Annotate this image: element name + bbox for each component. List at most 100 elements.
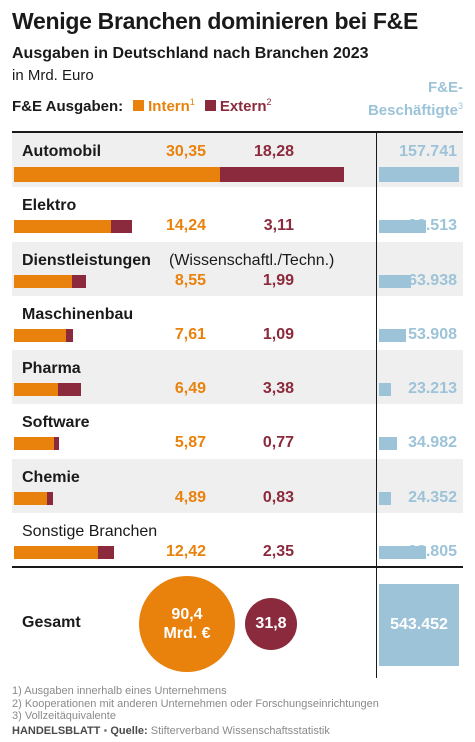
extern-value-label: 3,38 — [262, 380, 294, 397]
total-employees-box: 543.452 — [379, 584, 459, 666]
intern-value-label: 30,35 — [165, 143, 206, 160]
intern-bar — [14, 545, 99, 559]
employees-bar — [379, 491, 392, 505]
chart-row: Elektro 14,24 3,11 92.513 — [12, 187, 463, 241]
total-label: Gesamt — [22, 614, 81, 631]
intern-value-label: 8,55 — [174, 271, 206, 289]
extern-value-label: 1,99 — [262, 271, 294, 289]
footnote-ref-1: 1 — [189, 97, 195, 107]
chart-row: Pharma 6,49 3,38 23.213 — [12, 350, 463, 405]
chart-title: Wenige Branchen dominieren bei F&E — [12, 8, 419, 34]
extern-value-label: 2,35 — [262, 542, 294, 560]
source-brand: HANDELSBLATT — [12, 725, 101, 737]
intern-bar — [14, 328, 66, 342]
employees-value-label: 24.352 — [408, 488, 457, 506]
employees-value-label: 53.908 — [408, 325, 457, 343]
extern-bar — [65, 328, 74, 342]
legend-intern-text: Intern — [148, 98, 190, 115]
employees-value-label: 157.741 — [399, 143, 457, 160]
footnote-2: 2) Kooperationen mit anderen Unternehmen… — [12, 697, 379, 710]
extern-bar — [53, 437, 60, 451]
total-column-divider — [376, 568, 377, 678]
category-label: Sonstige Branchen — [22, 522, 158, 540]
chart-row: Dienstleistungen (Wissenschaftl./Techn.) 8… — [12, 241, 463, 296]
footnote-1: 1) Ausgaben innerhalb eines Unternehmens — [12, 685, 227, 697]
extern-bar — [219, 167, 344, 182]
source-separator: • — [100, 725, 111, 737]
employees-bar — [379, 328, 407, 342]
category-label: Elektro — [22, 197, 77, 215]
footnote-ref-2: 2 — [266, 97, 272, 107]
total-intern-circle: 90,4 Mrd. € — [139, 576, 235, 672]
intern-value-label: 5,87 — [174, 434, 206, 452]
employees-bar — [379, 383, 391, 396]
intern-value-label: 12,42 — [165, 542, 206, 560]
extern-bar — [72, 274, 86, 288]
legend-label-intern: Intern1 — [148, 97, 195, 115]
chart-row: Automobil 30,35 18,28 157.741 — [12, 133, 463, 188]
source-text: Stifterverband Wissenschaftsstatistik — [147, 725, 330, 737]
legend-label-extern: Extern2 — [220, 97, 272, 115]
intern-bar — [14, 383, 59, 396]
employees-value-label: 34.982 — [408, 434, 457, 452]
footnote-ref-3: 3 — [457, 101, 463, 111]
employees-header-line2: Beschäftigte — [367, 102, 458, 119]
intern-value-label: 6,49 — [174, 380, 206, 397]
intern-bar — [14, 437, 54, 451]
unit-label: in Mrd. Euro — [12, 67, 94, 84]
extern-value-label: 0,83 — [262, 488, 294, 506]
chart-subtitle: Ausgaben in Deutschland nach Branchen 20… — [12, 45, 369, 62]
footnote-3: 3) Vollzeitäquivalente — [12, 710, 116, 722]
chart-row: Software 5,87 0,77 34.982 — [12, 404, 463, 458]
employees-value-label: 23.213 — [408, 380, 457, 397]
total-employees-value: 543.452 — [390, 616, 448, 633]
extern-bar — [98, 545, 115, 559]
footnotes: 1) Ausgaben innerhalb eines Unternehmens… — [12, 685, 379, 723]
total-intern-unit: Mrd. € — [163, 625, 211, 642]
legend-swatch-extern — [204, 100, 216, 111]
category-label: Dienstleistungen — [22, 251, 151, 269]
intern-bar — [14, 274, 73, 288]
extern-value-label: 18,28 — [253, 143, 294, 160]
chart-row: Chemie 4,89 0,83 24.352 — [12, 458, 463, 513]
category-label: Software — [22, 414, 90, 432]
extern-bar — [110, 220, 132, 234]
legend-title: F&E Ausgaben: — [12, 98, 124, 115]
employees-value-label: 63.938 — [408, 271, 457, 289]
employees-bar — [379, 437, 397, 451]
intern-value-label: 7,61 — [174, 325, 206, 343]
intern-value-label: 4,89 — [174, 488, 206, 506]
intern-bar — [14, 167, 220, 182]
extern-bar — [47, 491, 53, 505]
extern-bar — [58, 383, 81, 396]
employees-bar — [379, 274, 412, 288]
category-label: Maschinenbau — [22, 305, 134, 323]
employees-bar — [379, 220, 426, 234]
source-line: HANDELSBLATT • Quelle: Stifterverband Wi… — [12, 725, 330, 737]
total-extern-value: 31,8 — [255, 615, 287, 632]
legend-swatch-intern — [133, 100, 145, 111]
category-label: Chemie — [22, 468, 80, 486]
employees-bar — [379, 545, 427, 559]
category-suffix: (Wissenschaftl./Techn.) — [169, 251, 335, 269]
total-extern-circle: 31,8 — [245, 598, 297, 650]
legend-extern-text: Extern — [219, 98, 267, 115]
total-intern-value: 90,4 — [171, 606, 203, 623]
employees-header: F&E- Beschäftigte3 — [348, 78, 463, 120]
category-label: Automobil — [22, 143, 102, 160]
column-divider — [376, 133, 377, 566]
chart-row: Sonstige Branchen 12,42 2,35 92.805 — [12, 513, 463, 567]
source-label: Quelle: — [110, 725, 148, 737]
employees-header-line1: F&E- — [428, 79, 463, 96]
intern-bar — [14, 491, 48, 505]
intern-bar — [14, 220, 111, 234]
chart-row: Maschinenbau 7,61 1,09 53.908 — [12, 296, 463, 350]
extern-value-label: 3,11 — [263, 217, 294, 235]
employees-bar — [379, 167, 459, 182]
intern-value-label: 14,24 — [165, 217, 206, 235]
extern-value-label: 1,09 — [262, 325, 294, 343]
category-label: Pharma — [22, 360, 81, 377]
employees-header-line2-wrap: Beschäftigte3 — [348, 97, 463, 120]
extern-value-label: 0,77 — [262, 434, 294, 452]
legend: F&E Ausgaben: Intern1 Extern2 — [12, 97, 272, 115]
